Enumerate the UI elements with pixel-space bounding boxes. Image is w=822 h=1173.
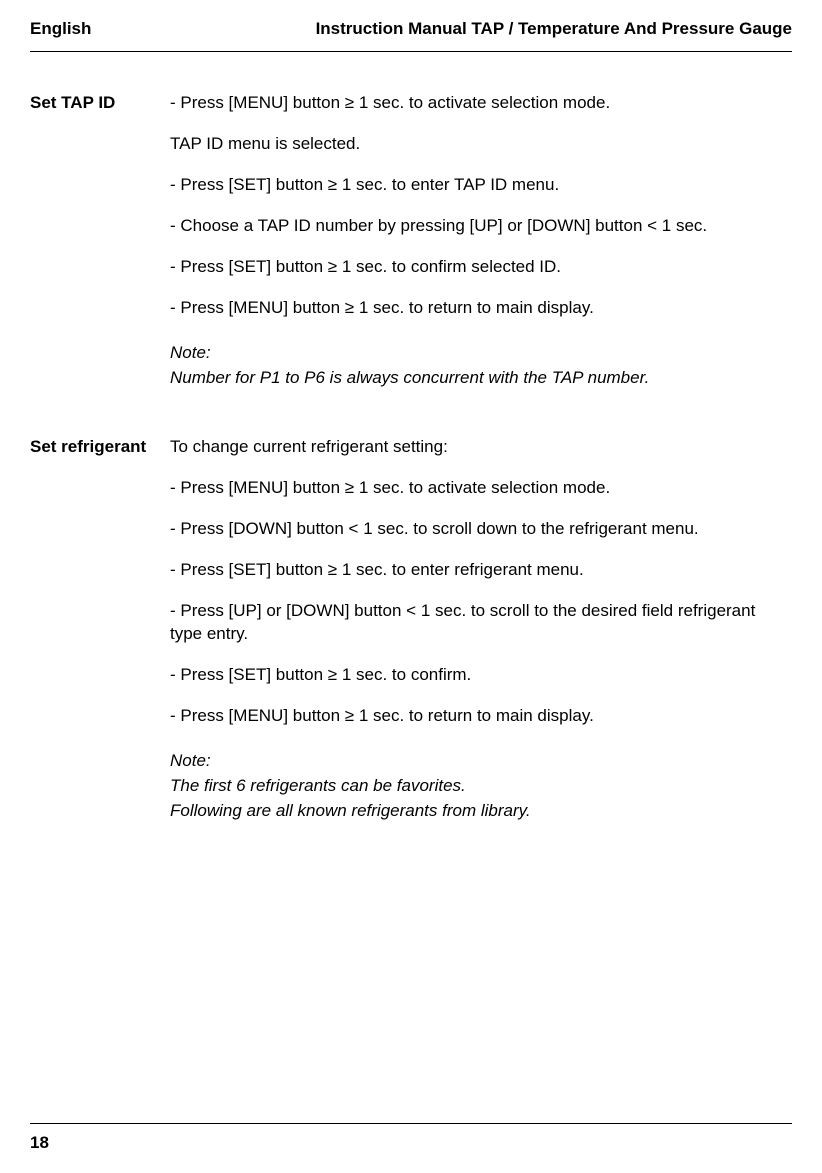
page-footer: 18 [30, 1123, 792, 1155]
header-title: Instruction Manual TAP / Temperature And… [316, 18, 792, 41]
instruction-line: - Press [DOWN] button < 1 sec. to scroll… [170, 518, 792, 541]
note-label: Note: [170, 342, 792, 365]
page-header: English Instruction Manual TAP / Tempera… [30, 18, 792, 52]
instruction-line: - Press [SET] button ≥ 1 sec. to confirm… [170, 664, 792, 687]
section-body: To change current refrigerant setting: -… [170, 436, 792, 824]
section-label: Set TAP ID [30, 92, 170, 392]
note-line: Following are all known refrigerants fro… [170, 800, 792, 823]
note-label: Note: [170, 750, 792, 773]
header-language: English [30, 18, 91, 41]
page-content: Set TAP ID - Press [MENU] button ≥ 1 sec… [30, 92, 792, 870]
section-body: - Press [MENU] button ≥ 1 sec. to activa… [170, 92, 792, 392]
instruction-line: To change current refrigerant setting: [170, 436, 792, 459]
instruction-line: - Press [SET] button ≥ 1 sec. to enter r… [170, 559, 792, 582]
page-number: 18 [30, 1133, 49, 1152]
section-label: Set refrigerant [30, 436, 170, 824]
instruction-line: - Press [UP] or [DOWN] button < 1 sec. t… [170, 600, 792, 646]
note-line: Number for P1 to P6 is always concurrent… [170, 367, 792, 390]
instruction-line: - Press [MENU] button ≥ 1 sec. to activa… [170, 477, 792, 500]
section-set-refrigerant: Set refrigerant To change current refrig… [30, 436, 792, 824]
note-line: The first 6 refrigerants can be favorite… [170, 775, 792, 798]
instruction-line: - Press [SET] button ≥ 1 sec. to confirm… [170, 256, 792, 279]
instruction-line: - Press [MENU] button ≥ 1 sec. to return… [170, 705, 792, 728]
instruction-line: - Press [MENU] button ≥ 1 sec. to return… [170, 297, 792, 320]
section-set-tap-id: Set TAP ID - Press [MENU] button ≥ 1 sec… [30, 92, 792, 392]
instruction-line: TAP ID menu is selected. [170, 133, 792, 156]
instruction-line: - Choose a TAP ID number by pressing [UP… [170, 215, 792, 238]
instruction-line: - Press [MENU] button ≥ 1 sec. to activa… [170, 92, 792, 115]
instruction-line: - Press [SET] button ≥ 1 sec. to enter T… [170, 174, 792, 197]
